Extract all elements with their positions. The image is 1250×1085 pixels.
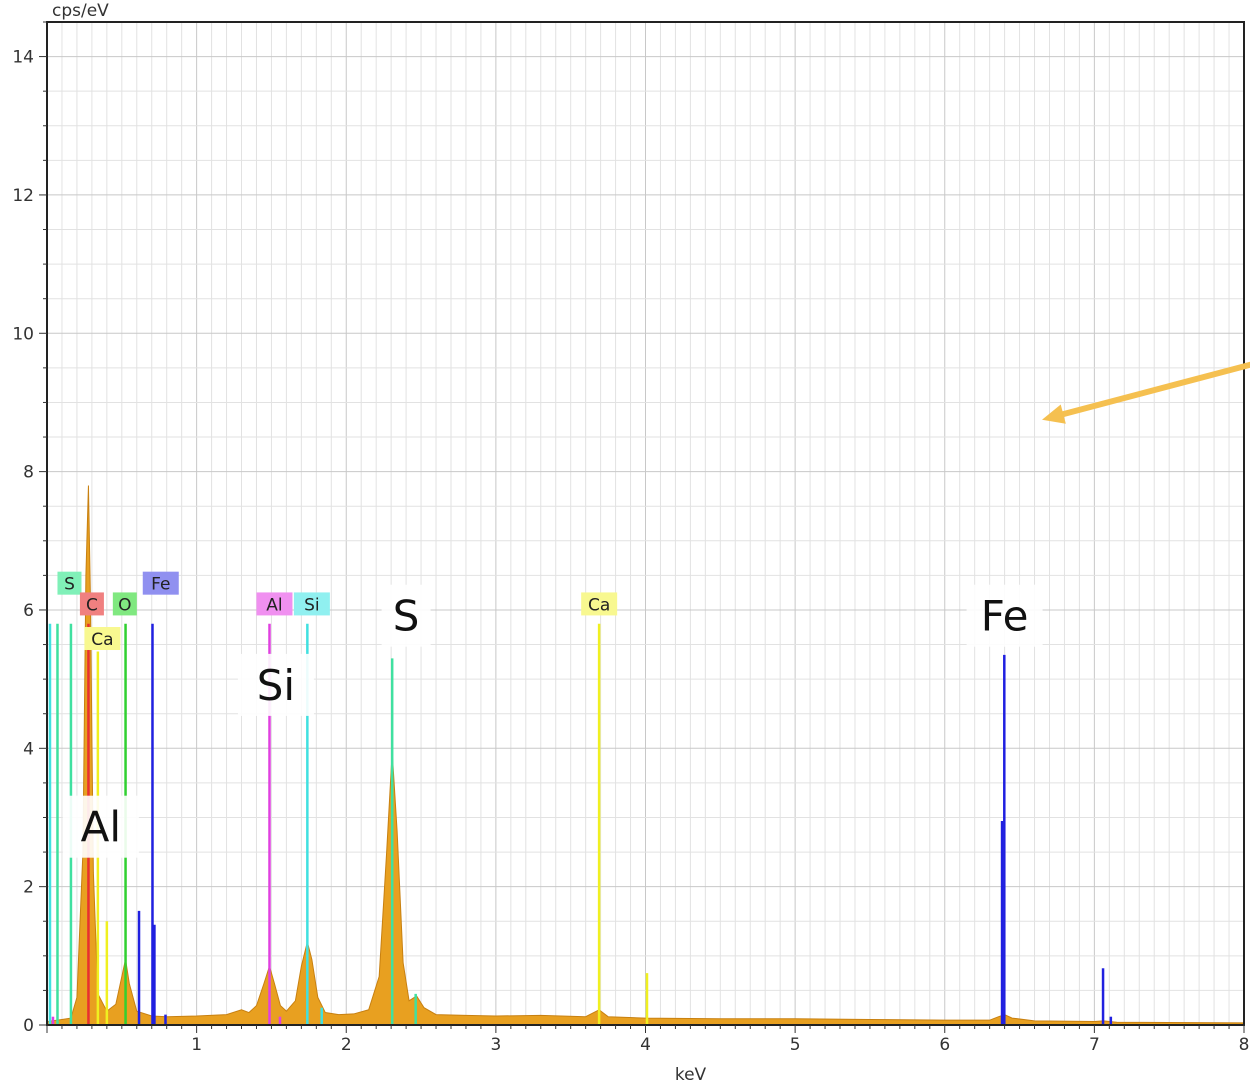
x-tick-label: 6 — [939, 1035, 950, 1055]
y-tick-label: 2 — [23, 878, 34, 898]
element-tag-text: Si — [304, 595, 320, 615]
element-tag-bg — [57, 571, 82, 595]
element-tag-bg — [84, 627, 121, 651]
element-tag-bg — [112, 592, 137, 616]
element-tag-ca: Ca — [581, 592, 618, 616]
annotation-al: Al — [62, 795, 139, 858]
element-tag-bg — [581, 592, 618, 616]
element-tag-si: Si — [293, 592, 330, 616]
y-tick-label: 10 — [12, 324, 34, 344]
arrow-shaft — [1060, 361, 1250, 418]
element-tag-bg — [79, 592, 104, 616]
x-tick-label: 5 — [790, 1035, 801, 1055]
element-tag-text: O — [118, 595, 131, 615]
element-marker-lines — [48, 623, 1113, 1025]
y-tick-label: 8 — [23, 463, 34, 483]
annotation-bg — [381, 584, 431, 647]
x-tick-label: 4 — [640, 1035, 651, 1055]
element-tag-ca: Ca — [84, 627, 121, 651]
element-tag-text: Ca — [91, 630, 113, 650]
x-tick-label: 8 — [1239, 1035, 1250, 1055]
spectrum-area — [46, 485, 1245, 1026]
element-tag-bg — [142, 571, 179, 595]
y-tick-label: 0 — [23, 1016, 34, 1036]
annotation-bg — [237, 653, 314, 716]
element-tag-o: O — [112, 592, 137, 616]
element-tag-text: S — [64, 575, 75, 595]
element-tag-text: Ca — [588, 595, 610, 615]
element-tag-al: Al — [256, 592, 293, 616]
element-tag-bg — [256, 592, 293, 616]
x-axis-label: keV — [675, 1065, 707, 1085]
y-tick-label: 14 — [12, 48, 34, 68]
annotation-si: Si — [237, 653, 314, 716]
element-tag-c: C — [79, 592, 104, 616]
annotation-bg — [966, 584, 1043, 647]
x-tick-label: 3 — [490, 1035, 501, 1055]
arrow-head — [1042, 404, 1066, 424]
x-tick-label: 7 — [1089, 1035, 1100, 1055]
element-tag-text: Al — [266, 595, 282, 615]
annotation-fe: Fe — [966, 584, 1043, 647]
annotation-arrow — [1042, 361, 1250, 424]
element-tag-fe: Fe — [142, 571, 179, 595]
y-tick-label: 6 — [23, 601, 34, 621]
annotation-text: S — [393, 592, 420, 641]
annotation-text: Al — [81, 803, 121, 852]
x-tick-label: 2 — [341, 1035, 352, 1055]
grid-lines — [46, 21, 1245, 1026]
element-tag-text: C — [86, 595, 98, 615]
spectrum-layer — [46, 485, 1245, 1026]
element-tag-s: S — [57, 571, 82, 595]
annotation-text: Fe — [981, 592, 1029, 641]
x-tick-label: 1 — [191, 1035, 202, 1055]
y-tick-label: 12 — [12, 186, 34, 206]
element-tag-text: Fe — [151, 575, 170, 595]
annotation-text: Si — [257, 661, 295, 710]
element-annotations: Al Si S Fe — [62, 584, 1043, 858]
annotation-bg — [62, 795, 139, 858]
y-axis-label: cps/eV — [52, 1, 109, 21]
y-tick-label: 4 — [23, 739, 34, 759]
annotation-s: S — [381, 584, 431, 647]
element-tag-bg — [293, 592, 330, 616]
